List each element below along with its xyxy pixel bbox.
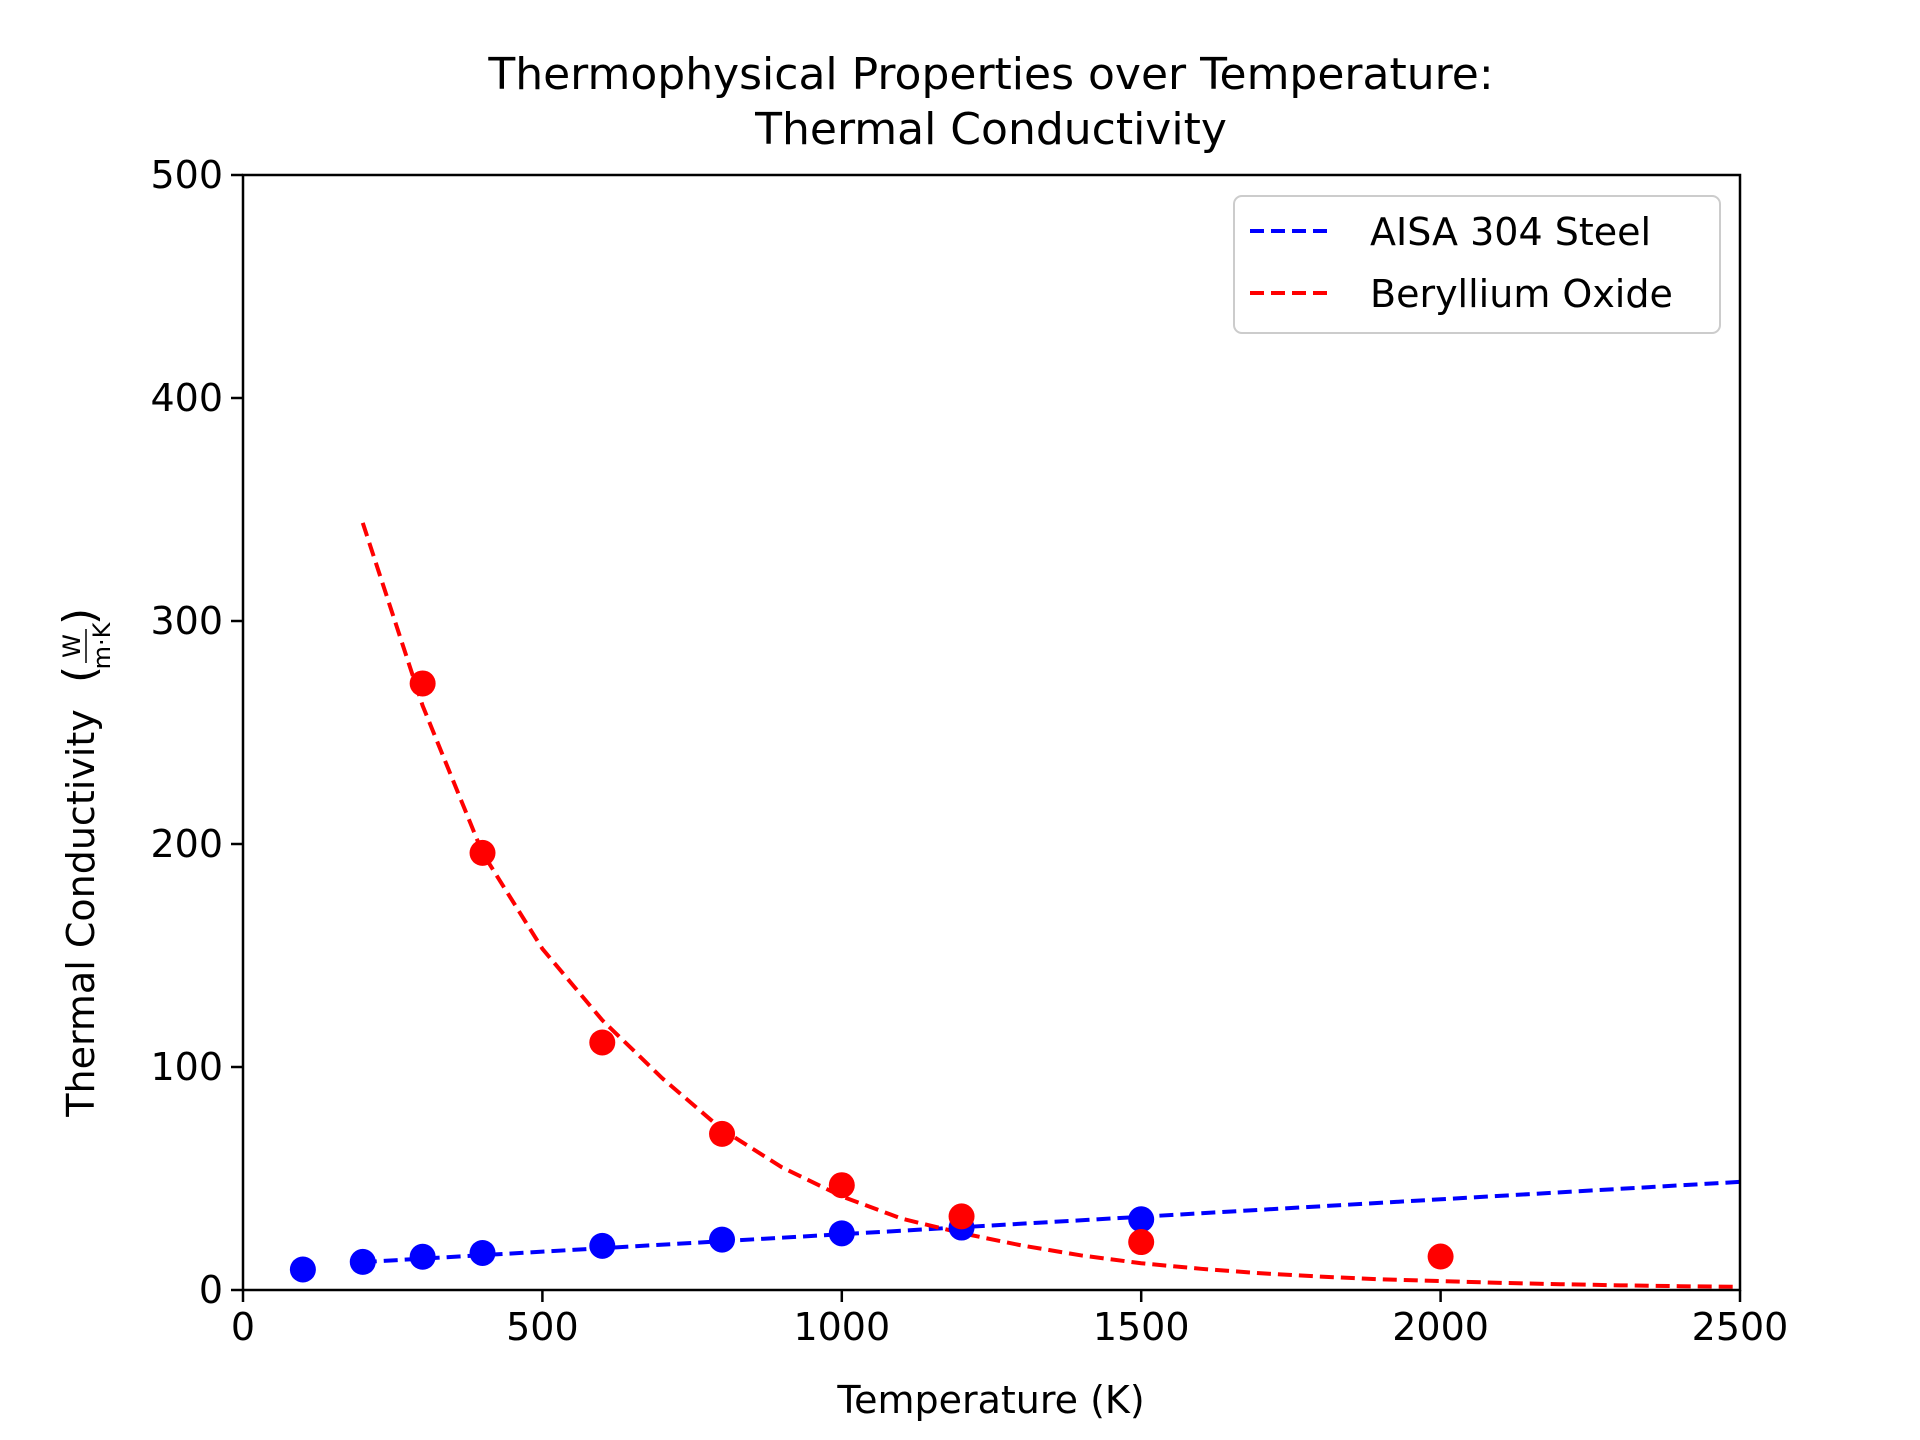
x-tick-label: 1500	[1093, 1305, 1190, 1349]
y-axis: 0 100 200 300 400 500	[150, 153, 243, 1312]
legend: AISA 304 Steel Beryllium Oxide	[1233, 195, 1721, 334]
data-point-series-1	[589, 1029, 616, 1056]
data-point-series-1	[948, 1203, 975, 1230]
legend-box	[1233, 195, 1721, 334]
data-point-series-1	[709, 1120, 736, 1147]
x-tick-label: 2000	[1392, 1305, 1489, 1349]
y-tick-label: 200	[150, 822, 223, 866]
legend-label-steel: AISA 304 Steel	[1370, 210, 1651, 254]
y-axis-unit-denominator: m·K	[88, 621, 116, 669]
x-axis: 0 500 1000 1500 2000 2500	[231, 1290, 1788, 1349]
y-tick-label: 400	[150, 376, 223, 420]
data-point-series-0	[289, 1256, 316, 1283]
y-axis-unit-numerator: W	[58, 634, 86, 658]
y-tick-label: 300	[150, 599, 223, 643]
data-point-series-0	[589, 1232, 616, 1259]
fit-line-series-1	[360, 522, 1741, 1289]
fit-lines	[360, 522, 1741, 1289]
y-axis-unit-paren-right: )	[54, 608, 105, 625]
legend-label-beryllium-oxide: Beryllium Oxide	[1370, 272, 1673, 316]
data-point-series-1	[1427, 1243, 1454, 1270]
y-axis-label-group: Thermal Conductivity ( W m·K )	[54, 608, 116, 1118]
data-point-series-1	[1128, 1229, 1155, 1256]
chart-title: Thermophysical Properties over Temperatu…	[487, 49, 1493, 100]
x-tick-label: 500	[506, 1305, 579, 1349]
chart-subtitle: Thermal Conductivity	[754, 104, 1227, 155]
y-tick-label: 0	[199, 1268, 223, 1312]
y-axis-unit-paren-left: (	[54, 666, 105, 683]
data-point-series-1	[828, 1172, 855, 1199]
data-point-series-1	[469, 839, 496, 866]
x-axis-label: Temperature (K)	[836, 1378, 1144, 1422]
y-tick-label: 100	[150, 1045, 223, 1089]
x-tick-label: 2500	[1692, 1305, 1789, 1349]
plot-frame	[241, 173, 1742, 1292]
x-tick-label: 0	[231, 1305, 255, 1349]
data-point-series-0	[469, 1239, 496, 1266]
data-points	[289, 670, 1454, 1283]
data-point-series-0	[709, 1226, 736, 1253]
x-tick-label: 1000	[793, 1305, 890, 1349]
data-point-series-0	[349, 1248, 376, 1275]
plot-area	[241, 173, 1742, 1292]
data-point-series-0	[409, 1243, 436, 1270]
data-point-series-0	[828, 1220, 855, 1247]
y-tick-label: 500	[150, 153, 223, 197]
data-point-series-1	[409, 670, 436, 697]
y-axis-label: Thermal Conductivity	[59, 709, 103, 1117]
data-point-series-0	[1128, 1206, 1155, 1233]
